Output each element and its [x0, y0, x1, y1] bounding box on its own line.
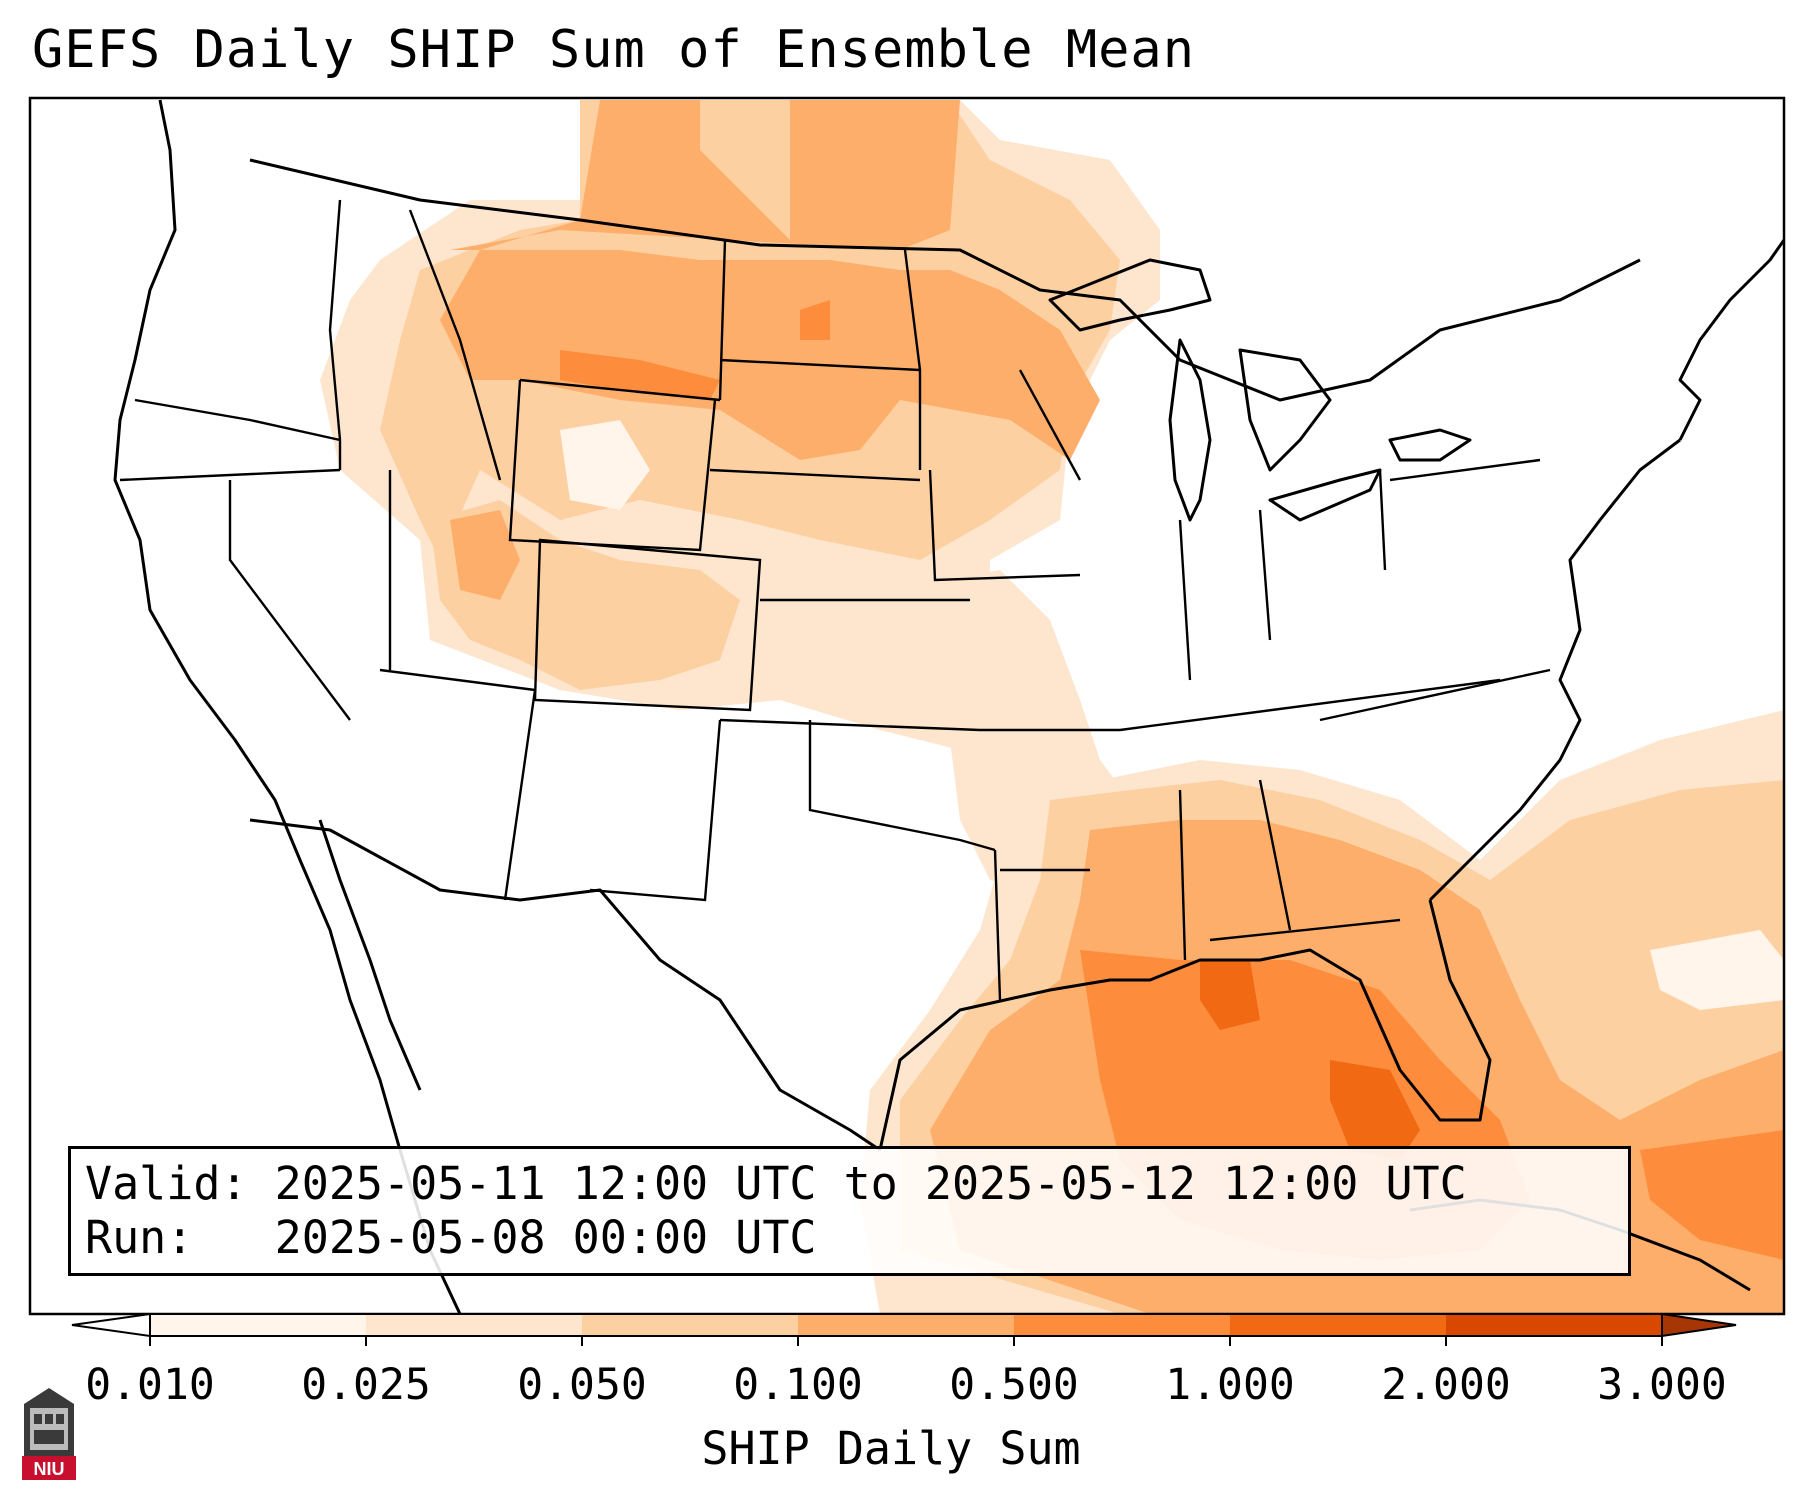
state-ga-fl — [1209, 918, 1401, 942]
ship-shading — [320, 100, 1784, 1314]
colorbar-tick-label: 2.000 — [1381, 1360, 1511, 1410]
state-wi-mn — [1018, 369, 1082, 481]
us-canada-border — [249, 158, 1641, 402]
state-in-oh — [1258, 509, 1272, 641]
colorbar-tick-label: 0.010 — [85, 1360, 215, 1410]
colorbar-segment — [1014, 1314, 1231, 1336]
state-sd-ne — [709, 468, 921, 482]
svg-text:NIU: NIU — [34, 1459, 65, 1479]
colorbar-segment — [582, 1314, 799, 1336]
state-il-in — [1178, 519, 1192, 681]
state-ia-mo — [928, 469, 1081, 582]
shade-atlantic-white — [1650, 930, 1784, 1010]
state-nm-tx — [589, 719, 722, 902]
state-ok-tx — [808, 720, 996, 852]
state-co-box — [533, 538, 762, 712]
run-value: 2025-05-08 00:00 UTC — [274, 1211, 817, 1264]
state-id-west — [328, 199, 342, 470]
state-wa-or — [134, 398, 341, 442]
state-pa-ny — [1389, 458, 1541, 482]
colorbar-tick-label: 0.500 — [949, 1360, 1079, 1410]
shade-wy-center — [560, 420, 650, 510]
great-lakes-superior — [1048, 258, 1212, 332]
state-id-mt-wy — [408, 209, 502, 481]
state-nc-va — [1319, 668, 1551, 722]
great-lakes-michigan — [1168, 338, 1212, 522]
shade-nd-core — [800, 300, 830, 340]
colorbar-tick-label: 1.000 — [1165, 1360, 1295, 1410]
baja-coast — [318, 819, 422, 1091]
state-ca-nv — [228, 480, 351, 721]
map-title: GEFS Daily SHIP Sum of Ensemble Mean — [32, 20, 1196, 80]
niu-logo: NIU — [22, 1388, 76, 1480]
boundaries — [113, 99, 1784, 1314]
state-dakotas-mn — [903, 249, 922, 470]
colorbar-segment — [366, 1314, 583, 1336]
state-lines — [119, 199, 1551, 1001]
state-ut-az — [379, 668, 536, 692]
gulf-coast — [878, 899, 1492, 1151]
state-ms-al — [1178, 789, 1187, 961]
colorbar-tick-label: 0.025 — [301, 1360, 431, 1410]
colorbar-under-triangle — [71, 1312, 151, 1338]
state-ks-ok — [719, 718, 981, 732]
run-label: Run: — [85, 1211, 194, 1264]
colorbar-tick-label: 3.000 — [1597, 1360, 1727, 1410]
colorbar-title: SHIP Daily Sum — [701, 1422, 1081, 1475]
great-lakes-erie — [1268, 468, 1382, 522]
colorbar-tick-label: 0.050 — [517, 1360, 647, 1410]
state-or-ca-nv — [119, 468, 341, 482]
valid-run-info-box: Valid: 2025-05-11 12:00 UTC to 2025-05-1… — [68, 1146, 1631, 1276]
colorbar-over-triangle — [1661, 1312, 1737, 1338]
colorbar-segment — [1446, 1314, 1663, 1336]
state-oh-pa — [1378, 469, 1387, 571]
colorbar-tick-label: 0.100 — [733, 1360, 863, 1410]
state-tn-ky — [1119, 678, 1501, 732]
state-mt-nd — [718, 239, 727, 401]
great-lakes-ontario — [1388, 428, 1472, 462]
colorbar-segment — [798, 1314, 1015, 1336]
state-mt-wy — [519, 378, 721, 402]
new-england-coast — [1678, 239, 1784, 441]
valid-value: 2025-05-11 12:00 UTC to 2025-05-12 12:00… — [274, 1157, 1467, 1210]
shade-fl-core — [1330, 1060, 1420, 1160]
valid-label: Valid: — [85, 1157, 248, 1210]
colorbar — [71, 1312, 1737, 1346]
shade-gulf-core — [1200, 960, 1260, 1030]
east-coast — [1428, 438, 1681, 902]
great-lakes-huron — [1238, 348, 1332, 472]
colorbar-segment — [1230, 1314, 1447, 1336]
state-al-ga — [1258, 779, 1292, 931]
state-nd-sd — [719, 358, 921, 372]
us-mexico-border — [249, 818, 881, 1152]
shade-caribbean — [1640, 1130, 1784, 1260]
shade-ut-mid — [450, 510, 520, 600]
colorbar-outline — [149, 1313, 1663, 1337]
state-az-nm — [503, 689, 537, 901]
state-tx-la — [993, 849, 1002, 1001]
shade-mt-core — [560, 350, 720, 400]
colorbar-segment — [150, 1314, 367, 1336]
coastline-west — [113, 99, 462, 1314]
